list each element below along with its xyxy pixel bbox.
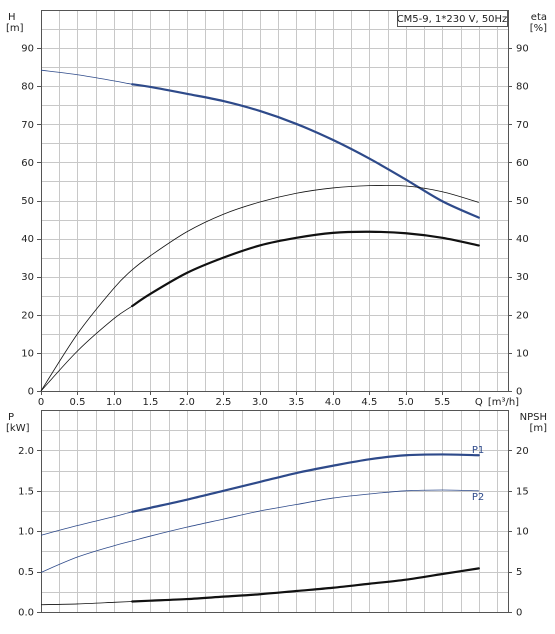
series-line-operating-range — [131, 83, 480, 219]
y-right-tick-label: 60 — [516, 158, 529, 169]
chart-title-box: CM5-9, 1*230 V, 50Hz — [397, 10, 508, 27]
chart-title: CM5-9, 1*230 V, 50Hz — [397, 14, 508, 25]
power-npsh-panel: 0.0 0.5 1.0 1.5 2.0 0 5 10 15 20 P[kW] NPSH[m] P1 P2 — [6, 410, 547, 619]
series-line — [40, 69, 480, 219]
y-right-tick-label: 40 — [516, 234, 529, 245]
y-right-axis-unit: [m] — [529, 423, 547, 434]
y-left-ticks: 0 10 20 30 40 50 60 70 80 90 — [21, 44, 41, 398]
x-ticks: 0 0.5 1.0 1.5 2.0 2.5 3.0 3.5 4.0 4.5 5.0 5.5 Q [m³/h… — [38, 391, 519, 408]
y-right-tick-label: 0 — [516, 387, 522, 398]
series-line: P2 — [40, 489, 484, 573]
x-tick-label: 1.5 — [143, 397, 159, 408]
y-right-tick-label: 10 — [516, 348, 529, 359]
y-left-tick-label: 0.5 — [18, 567, 34, 578]
y-right-tick-label: 10 — [516, 527, 529, 538]
y-left-tick-label: 1.5 — [18, 486, 34, 497]
y-right-ticks: 0 5 10 15 20 — [508, 446, 529, 619]
y-left-ticks: 0.0 0.5 1.0 1.5 2.0 — [18, 446, 41, 619]
y-left-tick-label: 0.0 — [18, 608, 34, 619]
y-right-tick-label: 90 — [516, 44, 529, 55]
series-line — [40, 184, 479, 392]
y-left-tick-label: 20 — [21, 310, 34, 321]
series-line-thin — [40, 184, 479, 392]
x-axis-unit: [m³/h] — [488, 397, 519, 408]
plot-frame — [41, 410, 509, 613]
series-line-thin — [40, 454, 479, 536]
x-tick-label: 0 — [38, 397, 44, 408]
x-tick-label: 2.5 — [215, 397, 231, 408]
curves: P1 P2 — [40, 445, 484, 606]
series-label: P2 — [472, 492, 484, 503]
y-right-tick-label: 20 — [516, 446, 529, 457]
y-left-tick-label: 70 — [21, 120, 34, 131]
grid — [41, 10, 508, 391]
x-tick-label: 5.5 — [434, 397, 450, 408]
grid — [41, 410, 508, 612]
series-line-thin — [40, 231, 479, 392]
head-efficiency-panel: 01020304050607080900102030405060708090H[… — [6, 10, 547, 408]
series-line-operating-range — [131, 453, 480, 513]
y-left-tick-label: 40 — [21, 234, 34, 245]
y-left-tick-label: 50 — [21, 196, 34, 207]
y-left-tick-label: 60 — [21, 158, 34, 169]
y-right-axis-label: NPSH — [520, 412, 547, 423]
y-right-tick-label: 5 — [516, 567, 522, 578]
x-tick-label: 5.0 — [398, 397, 414, 408]
y-left-tick-label: 2.0 — [18, 446, 34, 457]
x-tick-label: 4.5 — [361, 397, 377, 408]
y-left-axis-unit: [m] — [6, 23, 24, 34]
x-tick-label: 3.5 — [288, 397, 304, 408]
y-right-axis-unit: [%] — [530, 23, 547, 34]
y-right-tick-label: 70 — [516, 120, 529, 131]
x-tick-label: 4.0 — [325, 397, 341, 408]
series-line-thin — [40, 489, 479, 573]
y-right-tick-label: 50 — [516, 196, 529, 207]
x-tick-label: 3.0 — [252, 397, 268, 408]
y-right-tick-label: 15 — [516, 486, 529, 497]
x-axis-label: Q — [475, 397, 483, 408]
curves — [40, 69, 480, 392]
y-left-tick-label: 80 — [21, 82, 34, 93]
x-tick-label: 2.0 — [179, 397, 195, 408]
y-left-axis-label: P — [8, 412, 14, 423]
series-line-operating-range — [131, 567, 480, 603]
series-line: P1 — [40, 445, 484, 536]
series-line-thin — [40, 567, 479, 606]
x-tick-label: 1.0 — [106, 397, 122, 408]
y-left-axis-unit: [kW] — [6, 423, 30, 434]
x-tick-label: 0.5 — [70, 397, 86, 408]
y-right-tick-label: 0 — [516, 608, 522, 619]
series-line-operating-range — [131, 230, 480, 308]
y-right-axis-label: eta — [531, 12, 547, 23]
y-left-axis-label: H — [8, 12, 16, 23]
y-right-tick-label: 30 — [516, 272, 529, 283]
y-right-tick-label: 20 — [516, 310, 529, 321]
y-left-tick-label: 10 — [21, 348, 34, 359]
y-right-tick-label: 80 — [516, 82, 529, 93]
y-left-tick-label: 1.0 — [18, 527, 34, 538]
series-line — [40, 230, 480, 392]
series-label: P1 — [472, 445, 484, 456]
y-left-tick-label: 90 — [21, 44, 34, 55]
title-frame — [397, 10, 508, 27]
y-left-tick-label: 0 — [28, 387, 34, 398]
y-left-tick-label: 30 — [21, 272, 34, 283]
series-line — [40, 567, 480, 606]
y-right-ticks: 0 10 20 30 40 50 60 70 80 90 — [508, 44, 529, 398]
